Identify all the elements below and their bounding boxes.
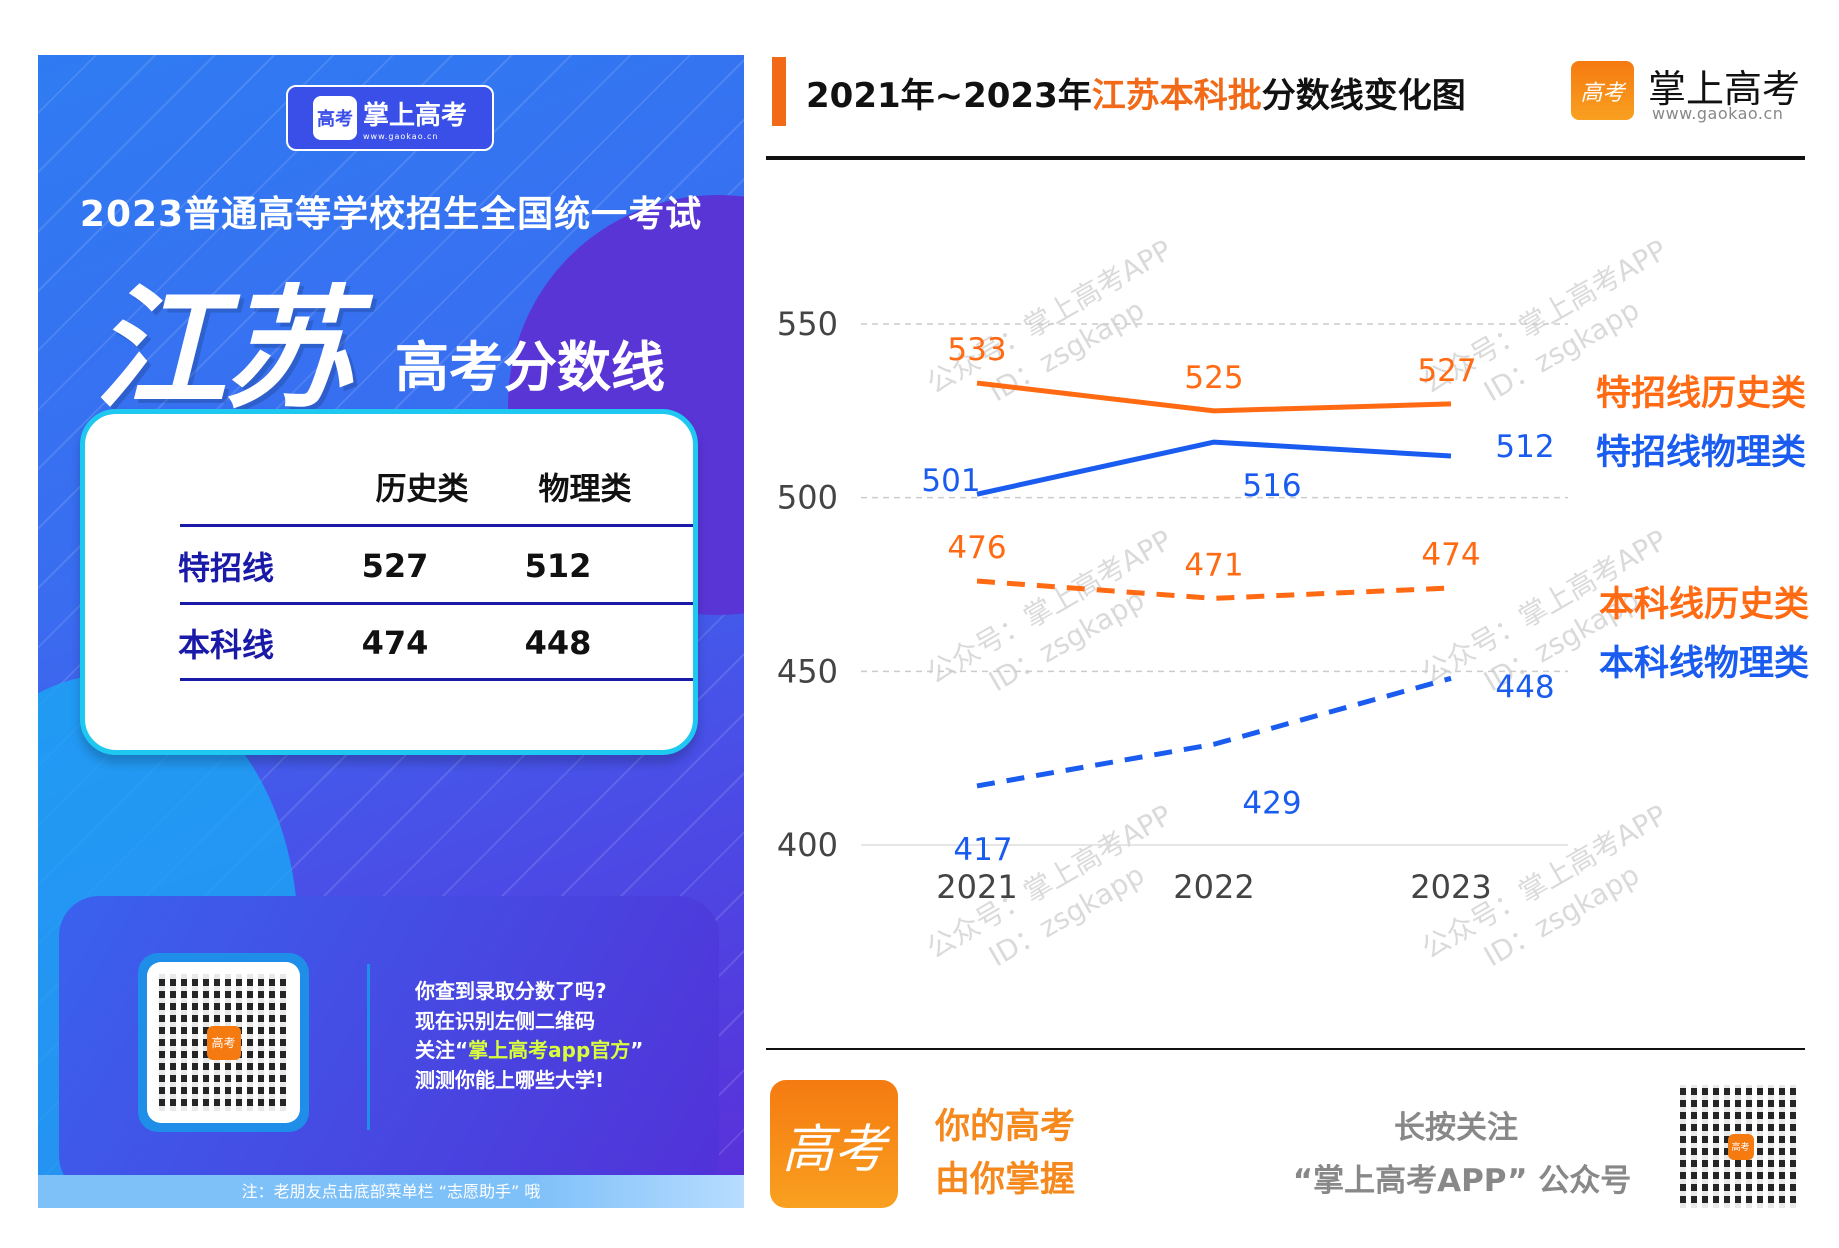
y-tick-label: 500	[777, 479, 838, 517]
logo-name: 掌上高考	[362, 101, 467, 131]
qr-code[interactable]: 高考	[138, 953, 309, 1132]
title-highlight: 江苏本科批	[1091, 76, 1262, 116]
promo-line: 你查到录取分数了吗?	[415, 979, 607, 1003]
table-cell: 474	[361, 624, 429, 662]
slogan-line: 由你掌握	[935, 1160, 1076, 1200]
y-tick-label: 450	[777, 652, 838, 690]
slogan-line: 你的高考	[935, 1107, 1076, 1147]
legend-entry: 特招线历史类	[1596, 374, 1806, 414]
y-tick-label: 400	[777, 826, 838, 864]
follow-text: “掌上高考APP” 公众号	[1292, 1163, 1632, 1199]
table-divider	[180, 602, 693, 605]
title-accent-bar	[772, 57, 786, 126]
poster-logo: 高考 掌上高考 www.gaokao.cn	[286, 85, 494, 151]
score-table: 历史类 物理类 特招线 527 512 本科线 474 448	[80, 409, 698, 755]
promo-text-part: 关注“	[415, 1038, 469, 1062]
data-label: 476	[947, 530, 1006, 566]
footer-rule	[766, 1048, 1805, 1050]
data-label: 527	[1417, 353, 1476, 389]
series-line	[976, 380, 1452, 414]
data-label: 516	[1242, 468, 1301, 504]
gaokao-logo-icon: 高考	[206, 1025, 241, 1060]
data-label: 448	[1495, 669, 1554, 705]
series-line	[976, 578, 1452, 601]
row-label: 本科线	[177, 626, 275, 664]
series-line	[976, 439, 1452, 497]
data-label: 533	[947, 332, 1006, 368]
qr-code[interactable]: 高考	[1680, 1085, 1801, 1208]
promo-line: 现在识别左侧二维码	[415, 1008, 595, 1033]
gaokao-app-icon: 高考	[770, 1080, 898, 1208]
table-divider	[180, 524, 693, 527]
table-cell: 527	[361, 547, 429, 585]
data-label: 512	[1495, 429, 1554, 465]
title-part: 2021年~2023年	[806, 76, 1092, 116]
promo-text: 你查到录取分数了吗? 现在识别左侧二维码 关注“掌上高考app官方” 测测你能上…	[415, 977, 643, 1095]
logo-url: www.gaokao.cn	[362, 132, 439, 141]
gaokao-logo-icon: 高考	[312, 96, 357, 140]
exam-title: 2023普通高等学校招生全国统一考试	[79, 194, 703, 235]
x-tick-label: 2021	[936, 868, 1017, 906]
series-line	[976, 675, 1452, 789]
footer-note: 注：老朋友点击底部菜单栏 “志愿助手” 哦	[38, 1175, 744, 1208]
data-label: 429	[1242, 785, 1301, 821]
data-label: 417	[953, 832, 1012, 868]
data-label: 471	[1184, 547, 1243, 583]
promo-text-part: ”	[630, 1038, 644, 1062]
y-tick-label: 550	[777, 305, 838, 343]
col-header-history: 历史类	[375, 471, 469, 508]
poster-subtitle: 高考分数线	[395, 336, 665, 399]
table-cell: 512	[524, 547, 592, 585]
legend-entry: 特招线物理类	[1596, 433, 1806, 473]
title-part: 分数线变化图	[1261, 76, 1466, 116]
table-divider	[180, 678, 693, 681]
data-label: 501	[921, 463, 980, 499]
promo-line: 关注“掌上高考app官方”	[415, 1036, 643, 1066]
header-rule	[766, 156, 1805, 160]
x-tick-label: 2023	[1410, 868, 1491, 906]
x-tick-label: 2022	[1173, 868, 1254, 906]
table-cell: 448	[524, 624, 592, 662]
brand-name: 掌上高考	[1648, 67, 1801, 111]
promo-highlight: 掌上高考app官方	[468, 1038, 631, 1062]
promo-line: 测测你能上哪些大学!	[415, 1067, 605, 1092]
gaokao-logo-icon: 高考	[1571, 61, 1634, 120]
follow-text: 长按关注	[1394, 1110, 1518, 1146]
legend-entry: 本科线物理类	[1599, 644, 1809, 684]
data-label: 474	[1421, 537, 1480, 573]
data-label: 525	[1184, 360, 1243, 396]
divider	[367, 964, 370, 1130]
gaokao-logo-icon: 高考	[1727, 1133, 1754, 1160]
chart-title: 2021年~2023年江苏本科批分数线变化图	[806, 68, 1466, 117]
poster-panel: 高考 掌上高考 www.gaokao.cn 2023普通高等学校招生全国统一考试 …	[38, 55, 744, 1208]
province-title: 江苏	[94, 273, 354, 427]
brand-url: www.gaokao.cn	[1652, 104, 1784, 123]
row-label: 特招线	[177, 549, 275, 587]
legend-entry: 本科线历史类	[1599, 585, 1809, 625]
col-header-physics: 物理类	[538, 471, 632, 508]
